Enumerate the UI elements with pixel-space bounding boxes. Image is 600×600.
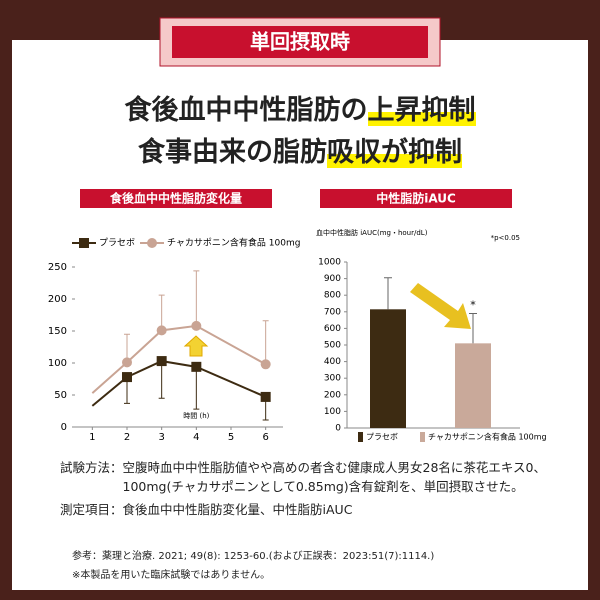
legend-swatch: [420, 432, 425, 442]
y-tick-label: 500: [324, 341, 341, 351]
point: [191, 361, 202, 372]
header: 単回摂取時: [250, 30, 350, 54]
error-bar: [158, 294, 165, 331]
point: [260, 359, 271, 370]
legend-label: プラセボ: [366, 433, 398, 442]
title-box: [320, 189, 512, 208]
legend-marker: [147, 238, 157, 248]
bar: [455, 343, 491, 428]
y-tick-label: 0: [335, 424, 341, 434]
x-tick-label: 4: [193, 432, 199, 443]
y-tick-label: 200: [324, 390, 341, 400]
annotation: *p<0.05: [491, 234, 520, 242]
panel: [12, 40, 588, 590]
note-label: 試験方法：: [60, 460, 123, 475]
y-tick-label: 0: [61, 422, 67, 433]
error-bar: [384, 277, 392, 310]
y-tick-label: 900: [324, 274, 341, 284]
header-box: [172, 26, 428, 58]
notes: 試験方法： 空腹時血中中性脂肪値やや高めの者含む健康成人男女28名に茶花エキス0、…: [60, 458, 560, 519]
error-bar: [262, 320, 269, 365]
title-box: [80, 189, 272, 208]
disclaimer: ※本製品を用いた臨床試験ではありません。: [72, 570, 271, 581]
headline: 食事由来の脂肪吸収が抑制: [0, 130, 600, 169]
headline-text: 食事由来の脂肪: [138, 137, 327, 168]
y-tick-label: 600: [324, 324, 341, 334]
legend-swatch: [358, 432, 363, 442]
note-text: 食後血中中性脂肪変化量、中性脂肪iAUC: [122, 502, 353, 517]
y-tick-label: 400: [324, 357, 341, 367]
headline-highlight: 上昇抑制: [367, 95, 476, 126]
legend-label: チャカサポニン含有食品 100mg: [167, 237, 300, 249]
legend-marker: [79, 238, 89, 248]
point: [191, 320, 202, 331]
y-tick-label: 50: [54, 390, 67, 401]
error-bar: [193, 270, 200, 326]
point: [260, 391, 271, 402]
y-tick-label: 800: [324, 291, 341, 301]
x-axis-label: 時間 (h): [183, 412, 209, 420]
y-axis-label: 血中中性脂肪 iAUC(mg・hour/dL): [316, 228, 428, 237]
reference: 参考：薬理と治療. 2021; 49(8): 1253-60.(および正誤表：2…: [72, 551, 435, 562]
x-tick-label: 1: [89, 432, 95, 443]
headline-highlight: 吸収が抑制: [327, 137, 462, 168]
down-arrow: [410, 283, 471, 329]
y-tick-label: 250: [48, 262, 67, 273]
note-text: 空腹時血中中性脂肪値やや高めの者含む健康成人男女28名に茶花エキス0、100mg…: [122, 460, 547, 494]
y-tick-label: 100: [324, 407, 341, 417]
legend-label: プラセボ: [99, 238, 135, 249]
error-bar: [469, 312, 477, 344]
y-tick-label: 100: [48, 358, 67, 369]
point: [156, 325, 167, 336]
error-bar: [193, 366, 200, 410]
y-tick-label: 200: [48, 294, 67, 305]
point: [122, 372, 132, 383]
chart-title: 食後血中中性脂肪変化量: [109, 191, 242, 206]
x-tick-label: 6: [262, 432, 268, 443]
y-tick-label: 300: [324, 374, 341, 384]
x-tick-label: 2: [124, 432, 130, 443]
legend-label: チャカサポニン含有食品 100mg: [428, 432, 547, 442]
note-label: 測定項目：: [60, 502, 123, 517]
line: [91, 360, 267, 407]
error-bar: [158, 361, 165, 399]
point: [156, 356, 167, 367]
significance: *: [470, 298, 476, 311]
y-tick-label: 700: [324, 307, 341, 317]
chart-title: 中性脂肪iAUC: [376, 191, 456, 206]
up-arrow: [183, 335, 209, 357]
x-tick-label: 3: [158, 432, 164, 443]
headline-text: 食後血中中性脂肪の: [124, 95, 368, 126]
point: [122, 357, 132, 368]
headline: 食後血中中性脂肪の上昇抑制: [0, 88, 600, 127]
y-tick-label: 150: [48, 326, 67, 337]
y-tick-label: 1000: [318, 258, 341, 268]
x-tick-label: 5: [228, 432, 234, 443]
bar: [370, 309, 406, 428]
